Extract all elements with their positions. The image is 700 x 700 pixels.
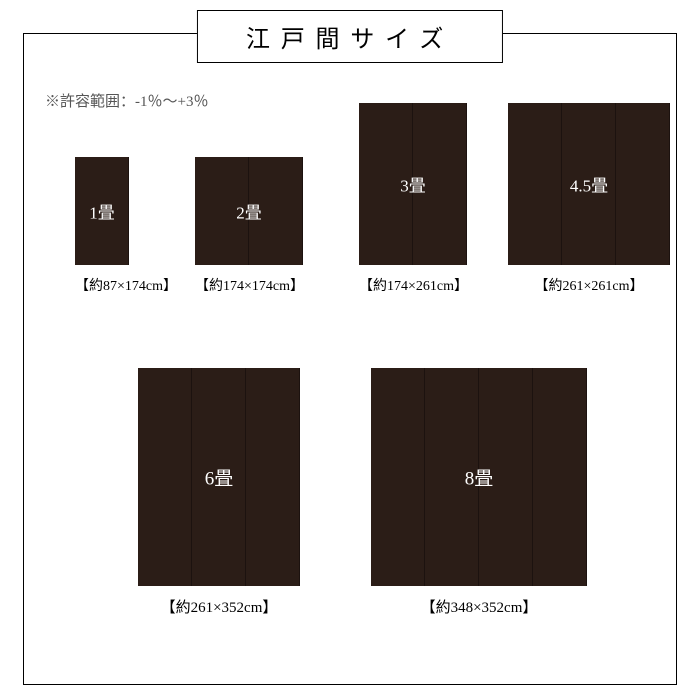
tatami-strip — [533, 368, 587, 586]
size-item: 3畳【約174×261cm】 — [359, 103, 467, 295]
mat-label: 2畳 — [236, 199, 262, 224]
tatami-strip — [508, 103, 562, 265]
dimension-label: 【約261×261cm】 — [508, 275, 670, 295]
tatami-strip — [371, 368, 425, 586]
dimension-label: 【約174×174cm】 — [195, 275, 303, 295]
tatami-mat: 8畳 — [371, 368, 587, 586]
dimension-label: 【約87×174cm】 — [75, 275, 129, 295]
mat-label: 3畳 — [400, 172, 426, 197]
mat-label: 4.5畳 — [570, 172, 608, 197]
tatami-mat: 2畳 — [195, 157, 303, 265]
tatami-strip — [246, 368, 300, 586]
page-title: 江戸間サイズ — [246, 27, 454, 53]
mat-label: 1畳 — [89, 199, 115, 224]
mat-label: 6畳 — [205, 464, 234, 491]
tatami-mat: 6畳 — [138, 368, 300, 586]
title-box: 江戸間サイズ — [197, 10, 503, 63]
dimension-label: 【約348×352cm】 — [371, 596, 587, 617]
tatami-strip — [616, 103, 670, 265]
tatami-mat: 3畳 — [359, 103, 467, 265]
mat-label: 8畳 — [465, 464, 494, 491]
size-item: 2畳【約174×174cm】 — [195, 157, 303, 295]
tatami-mat: 4.5畳 — [508, 103, 670, 265]
size-item: 8畳【約348×352cm】 — [371, 368, 587, 617]
dimension-label: 【約174×261cm】 — [359, 275, 467, 295]
size-item: 1畳【約87×174cm】 — [75, 157, 129, 295]
size-item: 4.5畳【約261×261cm】 — [508, 103, 670, 295]
size-item: 6畳【約261×352cm】 — [138, 368, 300, 617]
tatami-mat: 1畳 — [75, 157, 129, 265]
tatami-strip — [138, 368, 192, 586]
tolerance-note: ※許容範囲：-1％～+3％ — [45, 90, 208, 111]
dimension-label: 【約261×352cm】 — [138, 596, 300, 617]
